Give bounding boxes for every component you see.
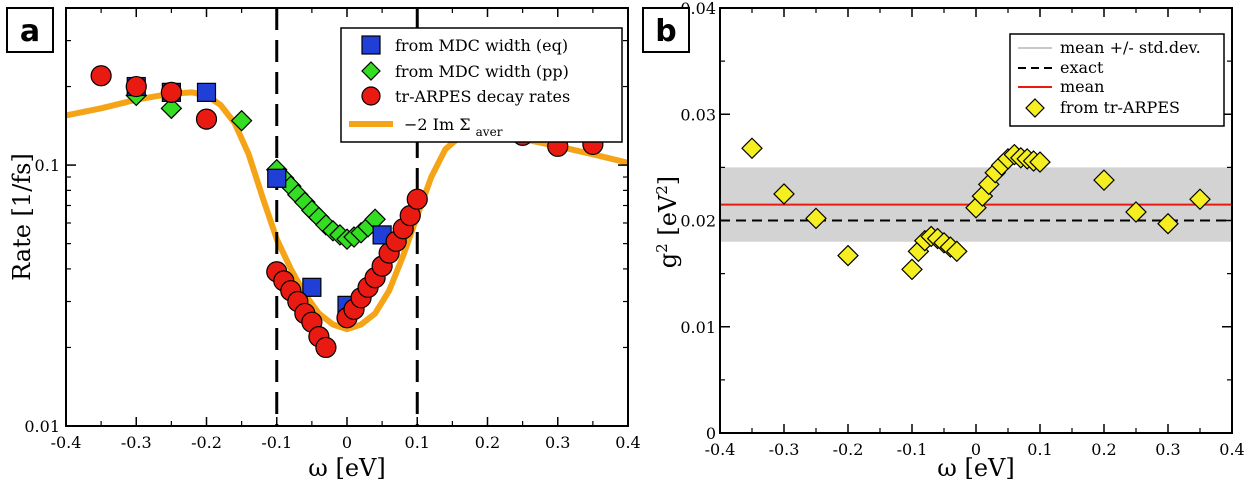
point-diamond-1 <box>773 183 795 205</box>
xtick-label-3: -0.1 <box>261 433 292 452</box>
b-xtick-label-7: 0.3 <box>1155 440 1180 459</box>
xtick-label-6: 0.2 <box>475 433 500 452</box>
point-diamond-23 <box>1093 169 1115 191</box>
panel-a-letter-box <box>6 7 54 53</box>
point-circle-11 <box>315 336 337 359</box>
ytick-label-0: 0.01 <box>24 417 60 436</box>
xtick-label-0: -0.4 <box>51 433 82 452</box>
b-xtick-label-1: -0.3 <box>769 440 800 459</box>
legend-a-swatch-0 <box>361 35 381 55</box>
b-ytick-label-3: 0.03 <box>680 105 716 124</box>
point-circle-1 <box>125 75 147 98</box>
panel-b-letter-box <box>642 7 690 53</box>
point-diamond-0 <box>741 137 763 160</box>
point-diamond-2 <box>805 207 827 230</box>
legend-a-label-2: tr-ARPES decay rates <box>395 87 570 106</box>
xtick-label-8: 0.4 <box>615 433 640 452</box>
xtick-label-7: 0.3 <box>545 433 570 452</box>
b-xtick-label-5: 0.1 <box>1027 440 1052 459</box>
point-circle-22 <box>406 188 428 210</box>
legend-b-label-2: mean <box>1060 77 1104 96</box>
b-ytick-label-2: 0.02 <box>680 212 716 231</box>
xtick-label-2: -0.2 <box>191 433 222 452</box>
b-ytick-label-0: 0 <box>706 424 716 443</box>
legend-a-swatch-2 <box>361 86 381 106</box>
b-ytick-label-1: 0.01 <box>680 318 716 337</box>
b-xtick-label-6: 0.2 <box>1091 440 1116 459</box>
legend-a-label-1: from MDC width (pp) <box>395 62 569 81</box>
b-xtick-label-3: -0.1 <box>897 440 928 459</box>
point-diamond-22 <box>1029 151 1051 173</box>
legend-b-label-1: exact <box>1060 58 1104 77</box>
point-diamond-3 <box>837 244 859 267</box>
point-square-4 <box>302 277 322 297</box>
legend-b-label-3: from tr-ARPES <box>1060 98 1180 117</box>
point-diamond-4 <box>901 258 923 281</box>
legend-a-swatch-1 <box>361 61 381 81</box>
point-diamond-26 <box>1189 188 1211 211</box>
b-xtick-label-8: 0.4 <box>1219 440 1244 459</box>
point-diamond-11 <box>945 240 968 263</box>
point-circle-3 <box>195 108 218 130</box>
panel-a-legend: from MDC width (eq) from MDC width (pp) tr… <box>340 27 623 143</box>
panel-a-ylabel: Rate [1/fs] <box>8 153 36 281</box>
panel-b: -0.4 -0.3 -0.2 -0.1 0 0.1 0.2 0.3 0.4 0 0.01 0.02 0.… <box>642 0 1245 482</box>
point-circle-0 <box>90 65 112 87</box>
panel-b-letter: b <box>655 14 676 49</box>
point-square-2 <box>196 82 217 102</box>
point-circle-2 <box>160 81 182 103</box>
b-xtick-label-4: 0 <box>971 440 981 459</box>
b-xtick-label-2: -0.2 <box>833 440 864 459</box>
xtick-label-5: 0.1 <box>405 433 430 452</box>
point-diamond-24 <box>1125 201 1147 223</box>
legend-b-label-0: mean +/- std.dev. <box>1060 38 1201 57</box>
point-diamond-1 <box>160 97 183 120</box>
point-diamond-2 <box>230 109 253 132</box>
panel-b-xlabel: ω [eV] <box>937 454 1014 482</box>
panel-a-letter: a <box>20 14 40 49</box>
panel-a-xlabel: ω [eV] <box>308 454 385 482</box>
legend-a-label-3: −2 Im Σ aver <box>404 115 503 139</box>
panel-b-ylabel: g2 [eV2] <box>653 176 682 268</box>
b-xtick-label-0: -0.4 <box>705 440 736 459</box>
xtick-label-1: -0.3 <box>121 433 152 452</box>
xtick-label-4: 0 <box>342 433 352 452</box>
panel-a: -0.4 -0.3 -0.2 -0.1 0 0.1 0.2 0.3 0.4 0.01 0.1 fro… <box>6 7 641 482</box>
legend-a-label-0: from MDC width (eq) <box>395 36 568 55</box>
ytick-label-1: 0.1 <box>35 156 60 175</box>
legend-b-box <box>1009 33 1225 127</box>
legend-b-swatch-3 <box>1025 98 1045 118</box>
point-square-3 <box>267 168 287 188</box>
point-diamond-25 <box>1157 212 1179 235</box>
